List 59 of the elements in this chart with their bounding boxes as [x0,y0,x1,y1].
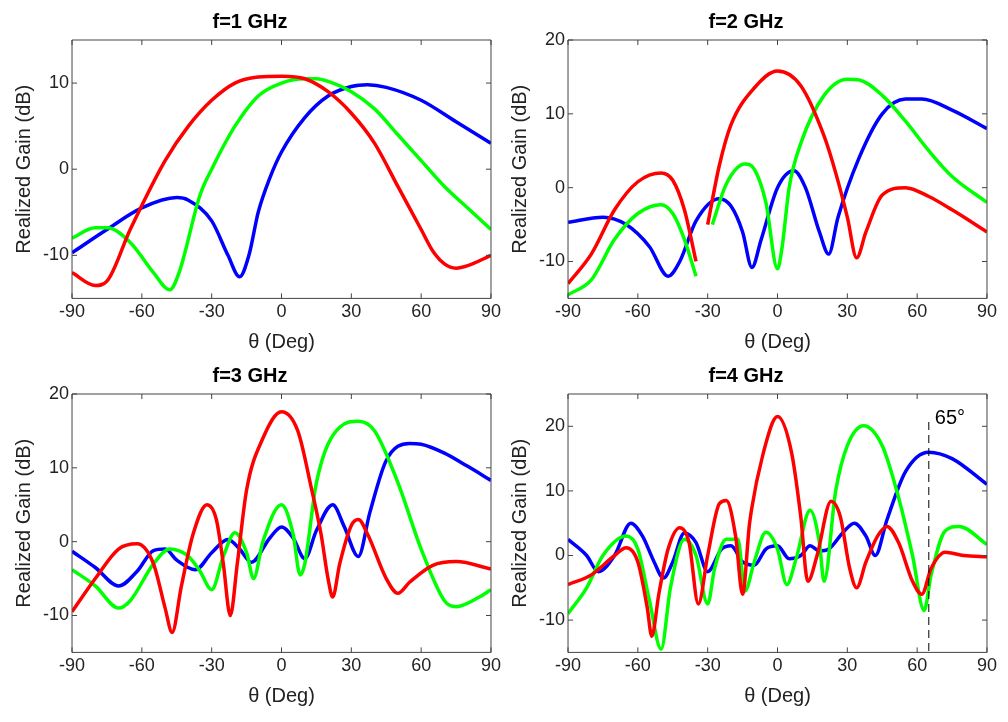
x-tick-label: 0 [772,655,783,676]
y-tick-label: 10 [544,102,566,123]
y-axis-title: Realized Gain (dB) [11,84,34,254]
x-tick-label: 30 [837,655,858,676]
x-tick-label: -60 [128,301,155,322]
x-tick-label: 60 [411,301,432,322]
x-tick-label: 60 [907,301,928,322]
ref-line-label: 65° [934,405,966,428]
x-tick-label: -90 [59,655,86,676]
y-tick-label: 0 [555,176,566,197]
x-tick-label: -30 [694,301,721,322]
y-tick-label: -10 [43,604,70,625]
x-tick-label: 60 [411,655,432,676]
x-tick-label: -60 [624,301,651,322]
x-tick-label: -30 [198,655,225,676]
x-tick-label: -60 [624,655,651,676]
line-series [72,419,491,610]
x-tick-label: 30 [341,655,362,676]
x-axis-title: θ (Deg) [744,329,811,352]
x-tick-label: -30 [198,301,225,322]
line-series [72,409,491,635]
chart-title: f=4 GHz [708,363,784,386]
x-tick-label: 0 [276,301,287,322]
chart-title: f=1 GHz [212,9,288,32]
y-tick-label: 20 [544,28,566,49]
line-series [568,97,987,278]
x-tick-label: -30 [694,655,721,676]
y-tick-label: -10 [539,609,566,630]
x-tick-label: -90 [555,655,582,676]
x-axis-title: θ (Deg) [248,329,315,352]
x-tick-label: 0 [276,655,287,676]
x-tick-label: -90 [555,301,582,322]
x-tick-label: -90 [59,301,86,322]
y-tick-label: 10 [48,72,70,93]
x-tick-label: 90 [480,301,501,322]
chart-title: f=3 GHz [212,363,288,386]
y-tick-label: 20 [544,415,566,436]
y-axis-title: Realized Gain (dB) [11,438,34,608]
y-axis-title: Realized Gain (dB) [507,438,530,608]
x-tick-label: 60 [907,655,928,676]
x-tick-label: 30 [341,301,362,322]
y-tick-label: -10 [539,250,566,271]
x-tick-label: 0 [772,301,783,322]
y-tick-label: -10 [43,244,70,265]
x-tick-label: 90 [976,301,997,322]
x-tick-label: 90 [480,655,501,676]
x-axis-title: θ (Deg) [248,683,315,706]
y-tick-label: 0 [555,544,566,565]
y-tick-label: 20 [48,382,70,403]
x-tick-label: -60 [128,655,155,676]
y-tick-label: 0 [59,530,70,551]
x-tick-label: 30 [837,301,858,322]
chart-title: f=2 GHz [708,9,784,32]
y-tick-label: 0 [59,158,70,179]
x-tick-label: 90 [976,655,997,676]
x-axis-title: θ (Deg) [744,683,811,706]
y-axis-title: Realized Gain (dB) [507,84,530,254]
y-tick-label: 10 [544,479,566,500]
y-tick-label: 10 [48,456,70,477]
